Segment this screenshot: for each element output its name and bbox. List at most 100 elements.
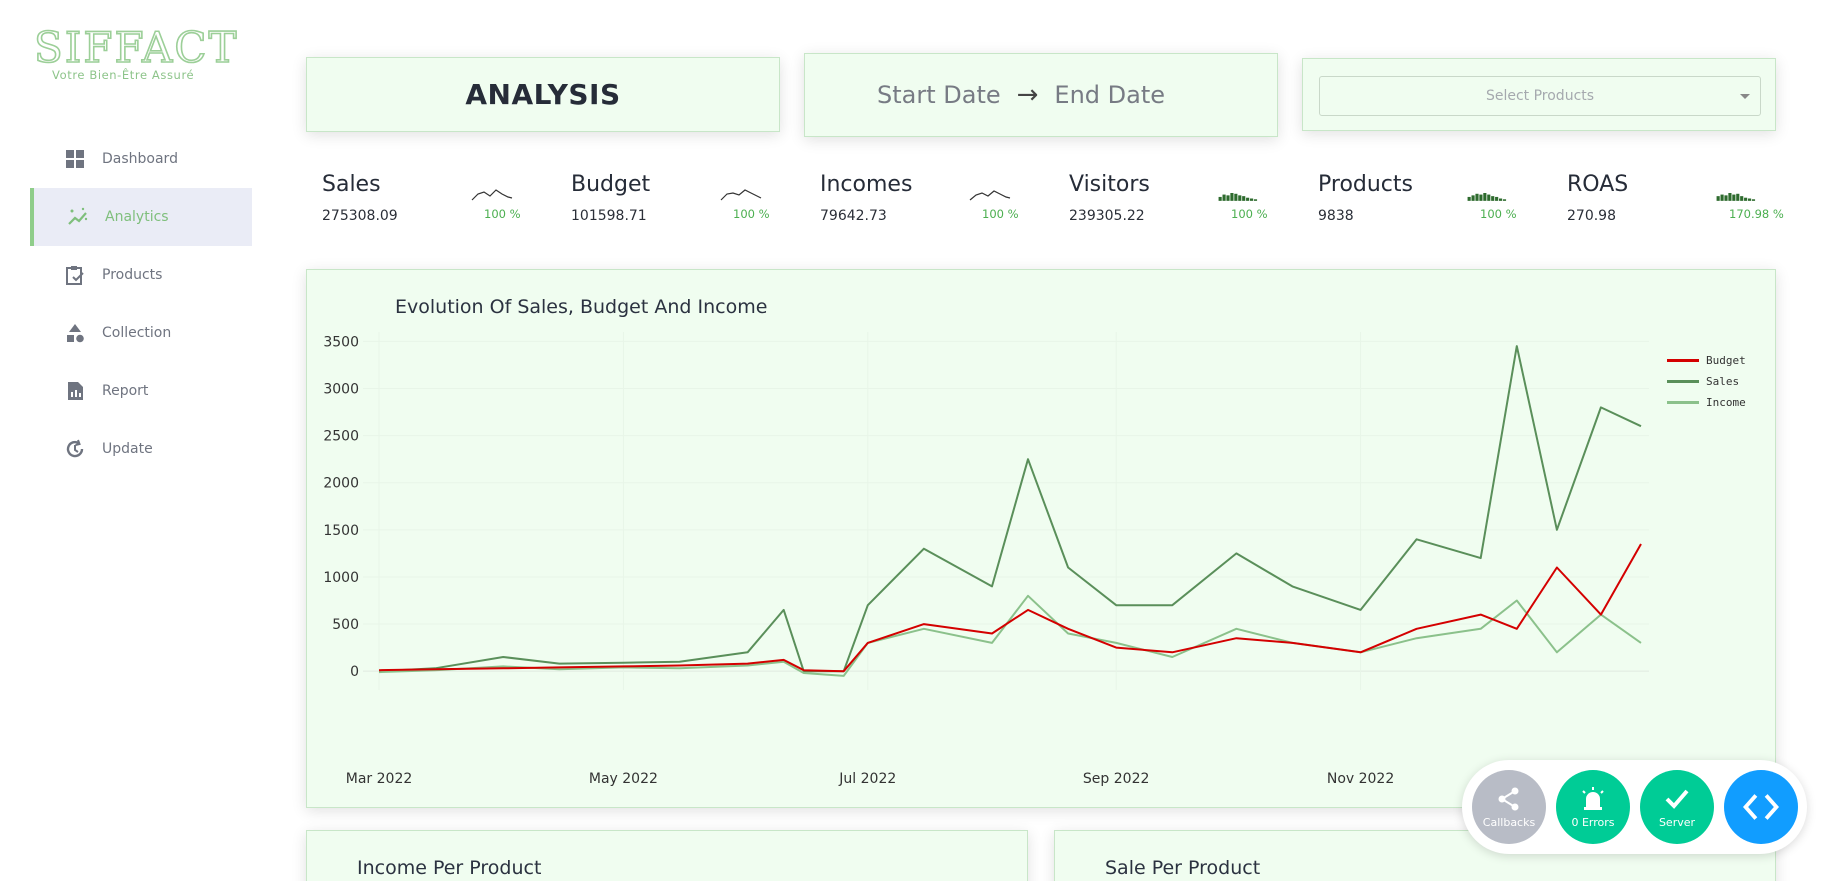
- kpi-value: 239305.22: [1069, 208, 1145, 224]
- kpi-value: 79642.73: [820, 208, 887, 224]
- kpi-name: Products: [1318, 172, 1413, 197]
- sidebar-item-report[interactable]: Report: [30, 362, 252, 420]
- kpi-percent: 100 %: [733, 207, 770, 221]
- product-select-placeholder: Select Products: [1485, 88, 1595, 104]
- kpi-value: 101598.71: [571, 208, 647, 224]
- dashboard-grid-icon: [64, 148, 86, 170]
- dash-debug-menu: Callbacks 0 Errors Server: [1462, 760, 1807, 854]
- legend-label: Budget: [1706, 354, 1746, 367]
- checkmark-icon: [1665, 789, 1689, 809]
- y-tick-label: 2000: [323, 476, 359, 492]
- sidebar-nav: Dashboard Analytics Products Collection …: [30, 130, 252, 478]
- kpi-name: Visitors: [1069, 172, 1150, 197]
- kpi-roas: ROAS 270.98 170.98 %: [1567, 170, 1807, 230]
- x-tick-label: Mar 2022: [346, 771, 413, 787]
- kpi-budget: Budget 101598.71 100 %: [571, 170, 811, 230]
- server-label: Server: [1658, 816, 1696, 829]
- arrow-right-icon: →: [1016, 80, 1039, 110]
- alarm-bell-icon: [1582, 787, 1604, 810]
- legend-label: Income: [1706, 396, 1746, 409]
- legend-label: Sales: [1706, 375, 1740, 388]
- product-select-dropdown[interactable]: Select Products: [1319, 76, 1761, 116]
- x-tick-label: Sep 2022: [1083, 771, 1149, 787]
- x-tick-label: May 2022: [589, 771, 658, 787]
- logo-tagline: Votre Bien-Être Assuré: [52, 68, 195, 82]
- kpi-name: ROAS: [1567, 172, 1629, 197]
- shapes-icon: [64, 322, 86, 344]
- end-date-input[interactable]: End Date: [1054, 81, 1166, 109]
- kpi-value: 9838: [1318, 208, 1354, 224]
- card-title: Sale Per Product: [1105, 857, 1261, 879]
- income-per-product-card: Income Per Product: [306, 830, 1028, 881]
- card-title: Income Per Product: [357, 857, 542, 879]
- legend-item-sales[interactable]: Sales: [1667, 371, 1746, 392]
- kpi-value: 275308.09: [322, 208, 398, 224]
- code-toggle-button[interactable]: [1724, 770, 1798, 844]
- kpi-sales: Sales 275308.09 100 %: [322, 170, 562, 230]
- series-line-budget: [378, 543, 1642, 673]
- page-title-card: ANALYSIS: [306, 57, 780, 132]
- sidebar-item-label: Update: [102, 441, 153, 457]
- y-tick-label: 2500: [323, 429, 359, 445]
- sidebar-item-label: Dashboard: [102, 151, 178, 167]
- update-history-icon: [64, 438, 86, 460]
- kpi-name: Incomes: [820, 172, 913, 197]
- kpi-name: Budget: [571, 172, 651, 197]
- code-brackets-icon: [1743, 794, 1779, 820]
- legend-item-income[interactable]: Income: [1667, 392, 1746, 413]
- x-tick-label: Nov 2022: [1327, 771, 1394, 787]
- sidebar-item-label: Report: [102, 383, 149, 399]
- product-select-card: Select Products: [1302, 58, 1776, 131]
- page-title: ANALYSIS: [465, 78, 621, 111]
- evolution-line-chart[interactable]: 0 500 1000 1500 2000 2500 3000 3500 Mar 2022 May …: [307, 270, 1777, 809]
- y-tick-label: 3500: [323, 334, 359, 350]
- legend-swatch: [1667, 359, 1699, 362]
- evolution-chart-card: Evolution Of Sales, Budget And Income 0 5…: [306, 269, 1776, 808]
- date-range-picker[interactable]: Start Date → End Date: [804, 53, 1278, 137]
- sidebar-item-update[interactable]: Update: [30, 420, 252, 478]
- bar-sparkline-icon: [1716, 193, 1756, 201]
- chart-title: Evolution Of Sales, Budget And Income: [395, 296, 768, 318]
- y-tick-label: 1000: [323, 570, 359, 586]
- server-button[interactable]: Server: [1640, 770, 1714, 844]
- sidebar-item-dashboard[interactable]: Dashboard: [30, 130, 252, 188]
- kpi-incomes: Incomes 79642.73 100 %: [820, 170, 1060, 230]
- y-tick-label: 1500: [323, 523, 359, 539]
- bar-sparkline-icon: [1218, 193, 1258, 201]
- callbacks-label: Callbacks: [1482, 816, 1536, 829]
- sidebar-item-products[interactable]: Products: [30, 246, 252, 304]
- sidebar-item-analytics[interactable]: Analytics: [30, 188, 252, 246]
- report-document-icon: [64, 380, 86, 402]
- kpi-percent: 170.98 %: [1729, 207, 1784, 221]
- sparkline-icon: [969, 190, 1011, 201]
- kpi-value: 270.98: [1567, 208, 1616, 224]
- kpi-percent: 100 %: [1480, 207, 1517, 221]
- legend-swatch: [1667, 380, 1699, 383]
- sparkline-icon: [471, 189, 513, 201]
- y-tick-label: 0: [350, 664, 359, 680]
- y-tick-label: 3000: [323, 382, 359, 398]
- sidebar-item-label: Collection: [102, 325, 172, 341]
- siffact-logo[interactable]: SIFFACT Votre Bien-Être Assuré: [33, 23, 239, 82]
- series-line-sales: [378, 345, 1642, 673]
- legend-swatch: [1667, 401, 1699, 404]
- sidebar-item-collection[interactable]: Collection: [30, 304, 252, 362]
- clipboard-check-icon: [64, 264, 86, 286]
- analytics-sparkle-icon: [67, 206, 89, 228]
- sparkline-icon: [720, 189, 762, 201]
- kpi-percent: 100 %: [1231, 207, 1268, 221]
- start-date-input[interactable]: Start Date: [877, 81, 1001, 109]
- errors-label: 0 Errors: [1571, 816, 1615, 829]
- kpi-products: Products 9838 100 %: [1318, 170, 1558, 230]
- share-icon: [1498, 787, 1519, 811]
- chevron-down-icon: [1740, 94, 1750, 99]
- chart-legend[interactable]: Budget Sales Income: [1667, 350, 1746, 413]
- legend-item-budget[interactable]: Budget: [1667, 350, 1746, 371]
- callbacks-button[interactable]: Callbacks: [1472, 770, 1546, 844]
- kpi-visitors: Visitors 239305.22 100 %: [1069, 170, 1309, 230]
- kpi-name: Sales: [322, 172, 381, 197]
- logo-text: SIFFACT: [33, 23, 239, 72]
- errors-button[interactable]: 0 Errors: [1556, 770, 1630, 844]
- bar-sparkline-icon: [1467, 193, 1507, 201]
